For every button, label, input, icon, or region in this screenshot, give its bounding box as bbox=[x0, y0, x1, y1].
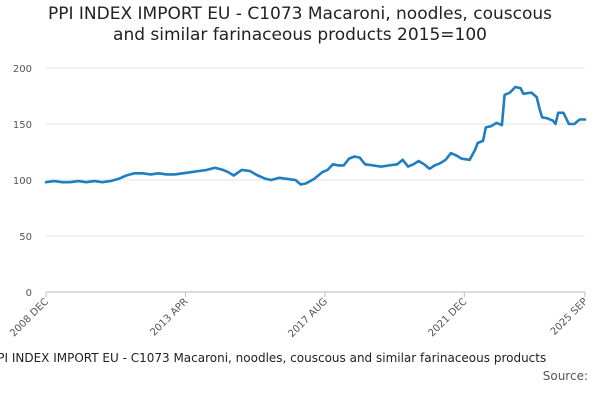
y-tick-label: 50 bbox=[19, 232, 32, 243]
y-tick-label: 0 bbox=[26, 288, 32, 299]
source-label: Source: bbox=[542, 369, 588, 383]
series-layer bbox=[44, 85, 587, 186]
x-tick-label: 2008 DEC bbox=[8, 296, 51, 339]
legend-entry: PPI INDEX IMPORT EU - C1073 Macaroni, no… bbox=[0, 351, 547, 365]
x-tick-label: 2013 APR bbox=[149, 296, 191, 338]
series-line bbox=[44, 85, 587, 186]
x-tick-label: 2017 AUG bbox=[286, 296, 330, 340]
grid-layer bbox=[46, 67, 585, 293]
y-tick-label: 150 bbox=[13, 120, 32, 131]
chart-title-line-1: PPI INDEX IMPORT EU - C1073 Macaroni, no… bbox=[47, 4, 552, 24]
x-tick-label: 2021 DEC bbox=[427, 296, 470, 339]
chart-title-line-2: and similar farinaceous products 2015=10… bbox=[113, 25, 487, 45]
y-tick-label: 200 bbox=[13, 64, 32, 75]
y-tick-label: 100 bbox=[13, 176, 32, 187]
x-tick-label: 2025 SEP bbox=[549, 296, 590, 337]
chart-title: PPI INDEX IMPORT EU - C1073 Macaroni, no… bbox=[0, 4, 600, 46]
